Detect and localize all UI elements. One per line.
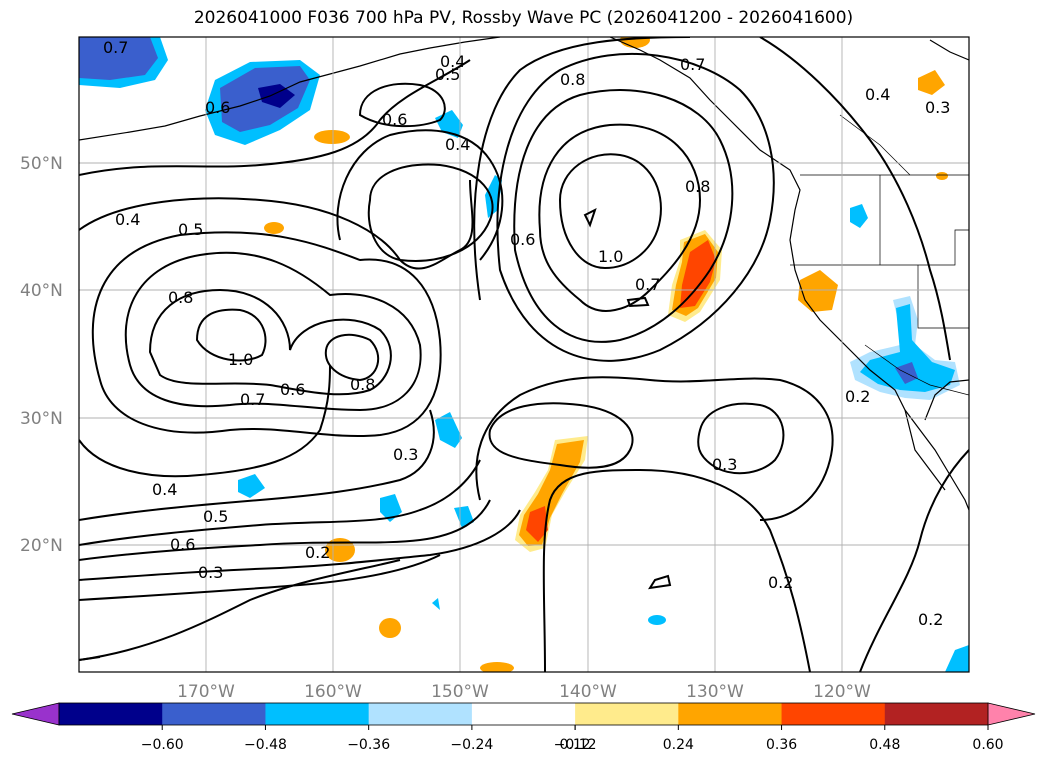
contour-label: 0.2 [305, 543, 330, 562]
colorbar-cell [678, 703, 783, 725]
contour-label: 0.2 [768, 573, 793, 592]
colorbar: −0.60 −0.48 −0.36 −0.24 −0.120.12 0.24 0.36 0.4… [11, 702, 1036, 753]
contour-label: 0.8 [560, 70, 585, 89]
colorbar-tick-label: 0.48 [869, 737, 900, 753]
lon-label: 120°W [813, 682, 871, 702]
lat-label: 20°N [20, 536, 63, 556]
contour-label: 1.0 [228, 350, 253, 369]
contour-label: 0.5 [178, 220, 203, 239]
contour-labels: 0.7 0.6 0.4 0.5 0.8 0.7 0.4 0.3 0.6 0.4 … [103, 38, 950, 629]
graticule [79, 37, 969, 672]
colorbar-cell [781, 703, 886, 725]
map-title: 2026041000 F036 700 hPa PV, Rossby Wave … [193, 8, 854, 28]
contour-label: 0.3 [198, 563, 223, 582]
contour-label: 0.3 [712, 455, 737, 474]
contour-label: 0.8 [685, 177, 710, 196]
colorbar-tick-label: −0.48 [244, 737, 287, 753]
lon-label: 160°W [304, 682, 362, 702]
contour-label: 0.6 [170, 535, 195, 554]
contour-label: 0.4 [440, 52, 465, 71]
contour-label: 0.6 [510, 230, 535, 249]
lat-label: 30°N [20, 409, 63, 429]
contour-label: 0.5 [203, 507, 228, 526]
colorbar-cell [884, 703, 989, 725]
contour-label: 0.4 [152, 480, 177, 499]
contour-label: 0.7 [240, 390, 265, 409]
contour-label: 0.7 [103, 38, 128, 57]
contour-label: 0.4 [115, 210, 140, 229]
contour-label: 0.4 [445, 135, 470, 154]
colorbar-frame [58, 702, 989, 726]
contour-label: 0.5 [435, 65, 460, 84]
map-area[interactable] [79, 37, 969, 672]
colorbar-extend-left [11, 702, 60, 726]
contour-label: 0.6 [205, 98, 230, 117]
colorbar-cell [162, 703, 266, 725]
contour-label: 0.8 [168, 288, 193, 307]
colorbar-tick-label: 0.24 [663, 737, 694, 753]
latitude-labels: 50°N 40°N 30°N 20°N [20, 154, 63, 556]
contour-label: 0.3 [393, 445, 418, 464]
colorbar-tick-label: 0.12 [560, 737, 591, 753]
political-borders [790, 114, 969, 396]
contour-label: 0.2 [918, 610, 943, 629]
colorbar-cell [368, 703, 473, 725]
colorbar-tick-label: −0.24 [450, 737, 493, 753]
contour-label: 0.7 [635, 275, 660, 294]
shaded-anomalies [79, 37, 969, 672]
colorbar-tick-label: −0.60 [141, 737, 184, 753]
contour-label: 0.7 [680, 55, 705, 74]
contour-label: 0.6 [382, 110, 407, 129]
colorbar-extend-right [987, 702, 1036, 726]
map-frame [78, 36, 970, 673]
colorbar-cell [471, 703, 576, 725]
contour-label: 0.2 [845, 387, 870, 406]
pv-contours [79, 37, 969, 672]
contour-label: 0.3 [925, 98, 950, 117]
lat-label: 40°N [20, 281, 63, 301]
colorbar-tick-label: −0.12 [554, 737, 597, 753]
contour-label: 0.6 [280, 380, 305, 399]
colorbar-cell [575, 703, 679, 725]
contour-label: 1.0 [598, 247, 623, 266]
colorbar-cell [265, 703, 370, 725]
colorbar-tick-label: −0.36 [347, 737, 390, 753]
lon-label: 150°W [431, 682, 489, 702]
lon-label: 140°W [559, 682, 617, 702]
lon-label: 170°W [177, 682, 235, 702]
lon-label: 130°W [686, 682, 744, 702]
longitude-labels: 170°W 160°W 150°W 140°W 130°W 120°W [177, 682, 871, 702]
lat-label: 50°N [20, 154, 63, 174]
contour-label: 0.8 [350, 375, 375, 394]
colorbar-cell [59, 703, 163, 725]
colorbar-tick-label: 0.36 [766, 737, 797, 753]
contour-label: 0.4 [865, 85, 890, 104]
colorbar-tick-label: 0.60 [972, 737, 1003, 753]
